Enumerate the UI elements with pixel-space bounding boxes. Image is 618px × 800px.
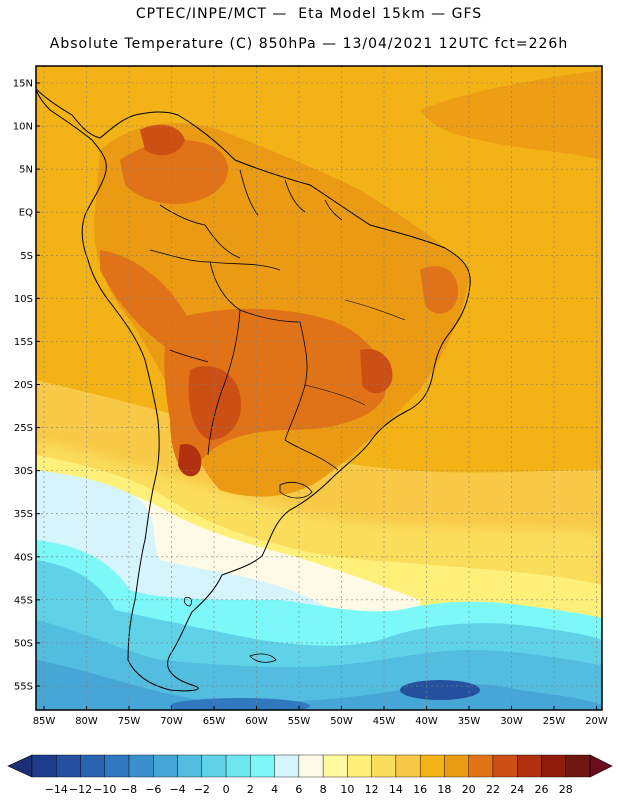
colorbar-label: −2 — [194, 783, 210, 796]
longitude-label: 35W — [458, 716, 481, 727]
colorbar-swatch — [274, 754, 300, 778]
longitude-label: 45W — [373, 716, 396, 727]
colorbar-label: 6 — [295, 783, 302, 796]
longitude-label: 65W — [203, 716, 226, 727]
colorbar-max-arrow — [589, 754, 613, 778]
temperature-colorbar — [7, 754, 613, 778]
colorbar-swatch — [298, 754, 324, 778]
colorbar-label: 0 — [223, 783, 230, 796]
colorbar-labels: −14 −12 −10 −8 −6 −4 −2 0 2 4 6 8 10 12 14 16 18 20 22 24 26… — [45, 783, 573, 796]
colorbar-swatch — [541, 754, 566, 778]
colorbar-label: 24 — [510, 783, 524, 796]
longitude-label: 60W — [245, 716, 268, 727]
colorbar-label: −10 — [93, 783, 116, 796]
colorbar-label: −6 — [145, 783, 161, 796]
colorbar-swatch — [104, 754, 130, 778]
longitude-label: 50W — [330, 716, 353, 727]
colorbar-label: 26 — [534, 783, 548, 796]
colorbar-label: 4 — [271, 783, 278, 796]
colorbar-swatch — [153, 754, 178, 778]
latitude-label: 15N — [13, 79, 33, 90]
colorbar-swatch — [444, 754, 469, 778]
colorbar-label: −8 — [121, 783, 137, 796]
map-title: CPTEC/INPE/MCT — Eta Model 15km — GFS — [135, 6, 483, 22]
colorbar-swatch — [201, 754, 227, 778]
colorbar-swatch — [371, 754, 397, 778]
colorbar-label: 14 — [389, 783, 403, 796]
colorbar-swatch — [468, 754, 494, 778]
longitude-label: 70W — [160, 716, 183, 727]
longitude-label: 55W — [288, 716, 311, 727]
colorbar-label: 28 — [559, 783, 573, 796]
colorbar-label: 22 — [486, 783, 500, 796]
colorbar-swatch — [128, 754, 154, 778]
colorbar-swatch — [517, 754, 542, 778]
colorbar-label: −14 — [45, 783, 68, 796]
map-frame — [35, 65, 603, 711]
colorbar-label: 10 — [340, 783, 354, 796]
latitude-label: 15S — [14, 337, 33, 348]
colorbar-label: 12 — [365, 783, 379, 796]
colorbar-label: −12 — [69, 783, 92, 796]
latitude-label: 10N — [13, 122, 33, 133]
latitude-label: 5N — [19, 165, 33, 176]
colorbar-swatch — [31, 754, 57, 778]
latitude-label: 35S — [14, 509, 33, 520]
latitude-label: 5S — [20, 251, 33, 262]
colorbar-label: 20 — [462, 783, 476, 796]
latitude-label: 20S — [14, 380, 33, 391]
colorbar-label: 16 — [413, 783, 427, 796]
colorbar-swatch — [225, 754, 251, 778]
colorbar-label: 8 — [320, 783, 327, 796]
latitude-label: 40S — [14, 552, 33, 563]
colorbar-swatch — [250, 754, 275, 778]
colorbar-min-arrow — [7, 754, 33, 778]
colorbar-swatch — [322, 754, 348, 778]
longitude-label: 75W — [118, 716, 141, 727]
colorbar-swatch — [56, 754, 81, 778]
latitude-label: 50S — [14, 638, 33, 649]
latitude-labels: 15N 10N 5N EQ 5S 10S 15S 20S 25S 30S 35S 40S 45S 50S 5… — [13, 79, 40, 692]
colorbar-swatch — [395, 754, 421, 778]
colorbar-label: 18 — [437, 783, 451, 796]
longitude-label: 30W — [500, 716, 523, 727]
colorbar-swatch — [565, 754, 591, 778]
longitude-label: 25W — [543, 716, 566, 727]
colorbar-swatch — [80, 754, 105, 778]
colorbar-swatch — [177, 754, 203, 778]
longitude-label: 20W — [585, 716, 608, 727]
graticule — [36, 66, 602, 710]
latitude-label: 45S — [14, 595, 33, 606]
longitude-label: 40W — [415, 716, 438, 727]
temperature-field — [36, 66, 602, 710]
colorbar-swatch — [419, 754, 445, 778]
colorbar-label: 2 — [247, 783, 254, 796]
longitude-label: 80W — [75, 716, 98, 727]
latitude-label: EQ — [19, 208, 33, 219]
longitude-label: 85W — [33, 716, 56, 727]
latitude-label: 25S — [14, 423, 33, 434]
latitude-label: 30S — [14, 466, 33, 477]
longitude-labels: 85W 80W 75W 70W 65W 60W 55W 50W 45W 40W 35W 30W 25W 2… — [33, 706, 608, 727]
colorbar-label: −4 — [169, 783, 185, 796]
latitude-label: 10S — [14, 294, 33, 305]
colorbar-swatch — [347, 754, 372, 778]
latitude-label: 55S — [14, 681, 33, 692]
map-subtitle: Absolute Temperature (C) 850hPa — 13/04/… — [49, 36, 569, 52]
colorbar-swatch — [492, 754, 518, 778]
